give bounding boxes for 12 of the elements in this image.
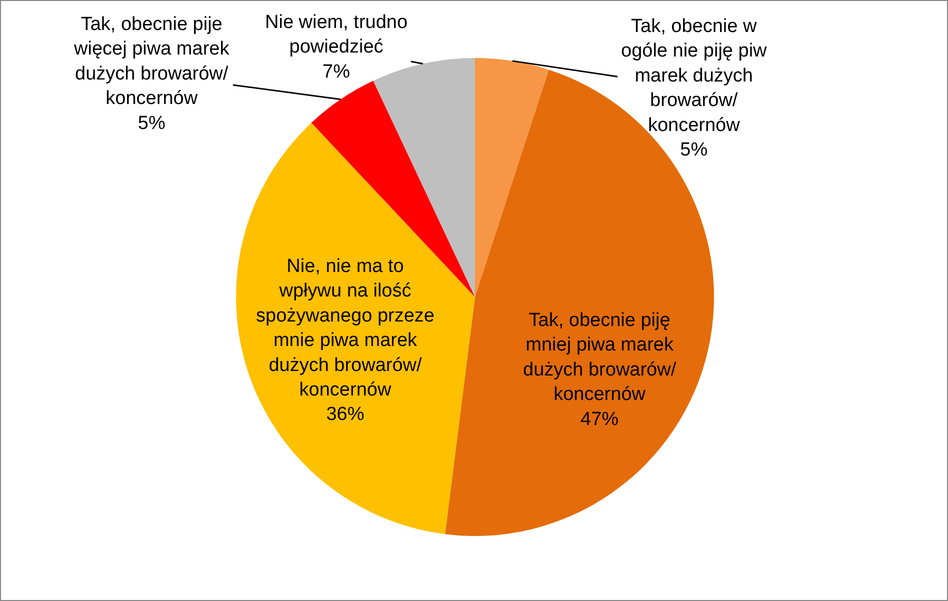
slice-label: Nie, nie ma to wpływu na ilość spożywanego przeze mnie piwa marek dużych browarów/ koncernów bbox=[256, 256, 434, 400]
data-label: 5% bbox=[138, 112, 166, 134]
data-label: 36% bbox=[326, 404, 364, 426]
pie-slice bbox=[236, 122, 475, 534]
slice-label: Nie wiem, trudno powiedzieć bbox=[265, 12, 408, 58]
slice-label: Tak, obecnie w ogóle nie piję piw marek dużych browarów/ koncernów bbox=[621, 16, 768, 136]
data-label: 7% bbox=[322, 61, 350, 82]
pie-slice bbox=[475, 58, 549, 297]
data-label: 5% bbox=[680, 140, 708, 160]
data-label: 47% bbox=[580, 408, 619, 430]
slice-label: Tak, obecnie piję mniej piwa marek dużych browarów/ koncernów bbox=[523, 310, 677, 406]
slice-label: Tak, obecnie pije więcej piwa marek dużych browarów/ koncernów bbox=[73, 14, 230, 110]
